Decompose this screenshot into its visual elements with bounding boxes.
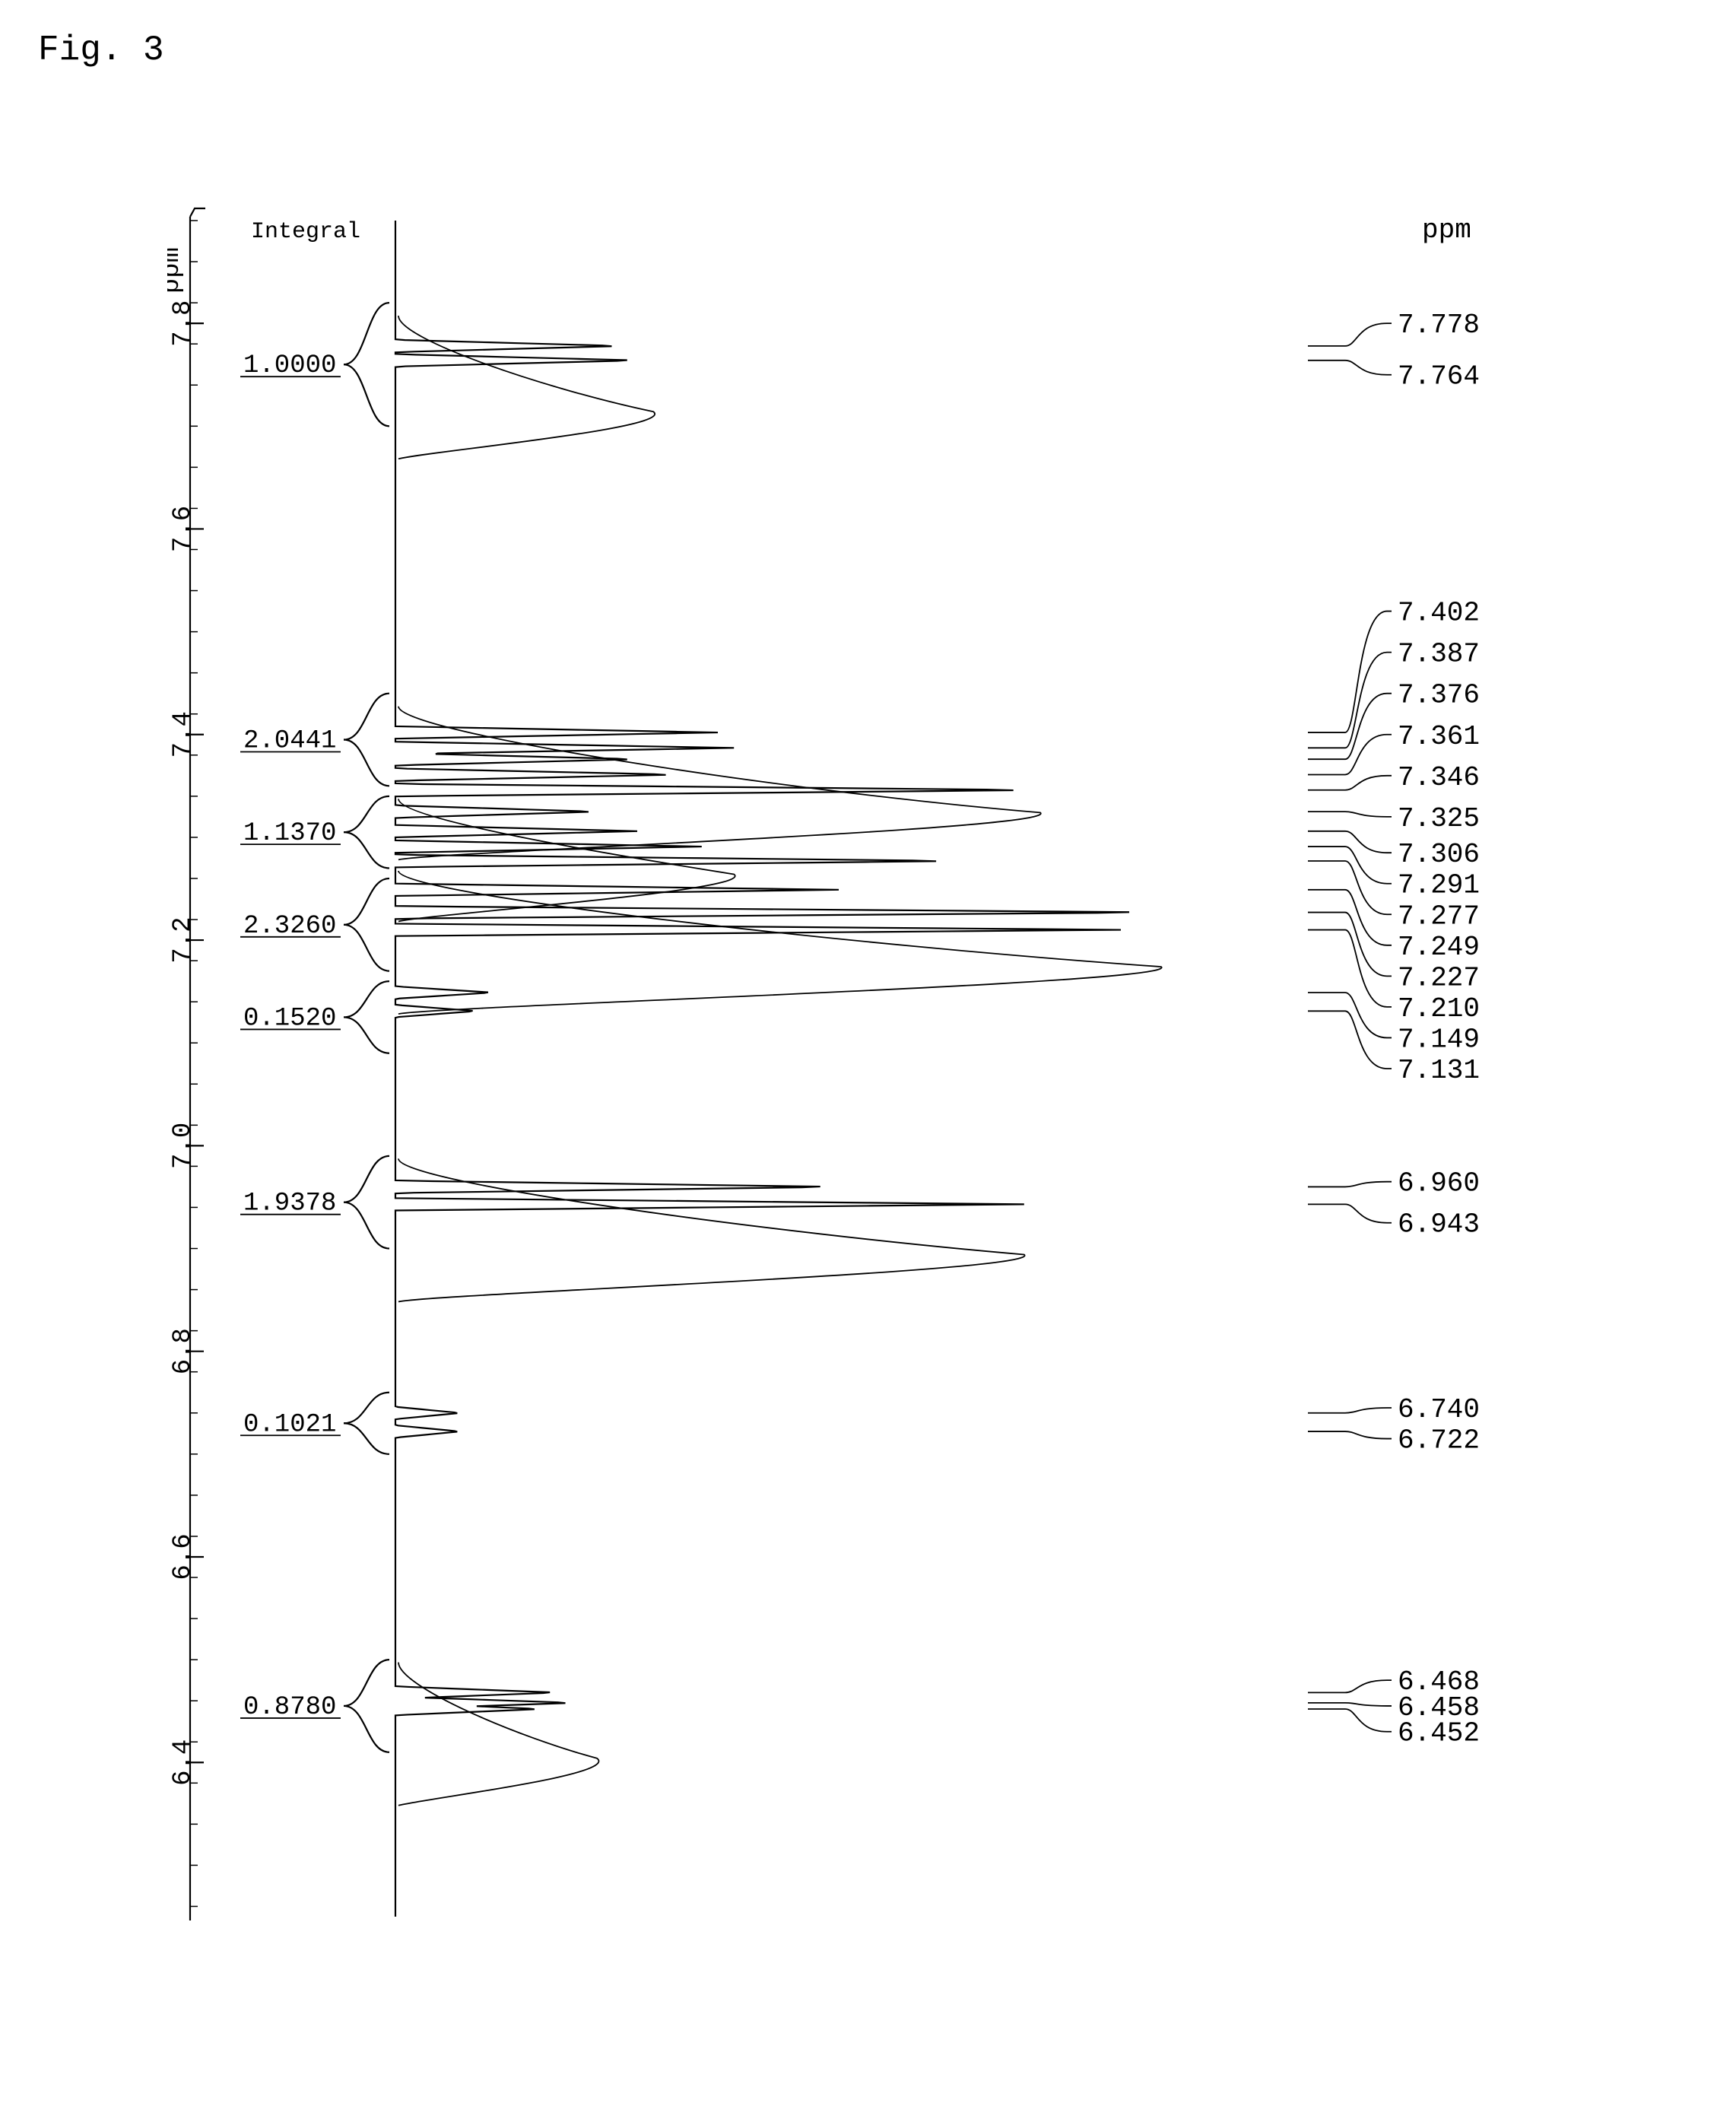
peak-ppm-value: 7.387 (1398, 639, 1480, 670)
ppm-axis-rot-label: ppm (167, 247, 186, 294)
peak-ppm-value: 7.325 (1398, 803, 1480, 834)
peak-ppm-value: 6.943 (1398, 1209, 1480, 1241)
peak-leader (1308, 1431, 1392, 1438)
peak-leader (1308, 323, 1392, 346)
integral-bracket-top (344, 878, 389, 925)
integral-bracket-bot (344, 1423, 389, 1454)
peak-ppm-value: 6.452 (1398, 1718, 1480, 1749)
peak-ppm-value: 7.277 (1398, 901, 1480, 932)
peak-ppm-value: 7.764 (1398, 361, 1480, 392)
integral-curve (398, 1158, 1025, 1301)
peak-ppm-value: 6.960 (1398, 1168, 1480, 1199)
peak-leader (1308, 1011, 1392, 1069)
peak-leader (1308, 1408, 1392, 1413)
integral-bracket-bot (344, 1017, 389, 1053)
integral-bracket-top (344, 303, 389, 364)
integral-bracket-bot (344, 364, 389, 426)
integral-bracket-top (344, 1393, 389, 1424)
integral-bracket-top (344, 796, 389, 832)
axis-top-hook (190, 208, 205, 217)
integral-curve (398, 707, 1041, 860)
integral-bracket-top (344, 1156, 389, 1202)
integral-bracket-top (344, 1660, 389, 1706)
integral-curve (398, 316, 655, 459)
integral-bracket-bot (344, 740, 389, 786)
integral-bracket-bot (344, 1706, 389, 1752)
integral-curve (398, 1663, 598, 1806)
axis-tick-label: 7.0 (169, 1123, 198, 1169)
integral-bracket-top (344, 981, 389, 1017)
integral-header: Integral (251, 219, 360, 245)
peak-ppm-value: 7.361 (1398, 721, 1480, 752)
peak-ppm-value: 6.722 (1398, 1425, 1480, 1457)
peak-ppm-value: 7.306 (1398, 839, 1480, 870)
integral-bracket-top (344, 694, 389, 740)
axis-tick-label: 7.4 (169, 711, 198, 758)
nmr-plot: ppm7.87.67.47.27.06.86.66.4Integral1.000… (167, 205, 1589, 1932)
axis-tick-label: 6.8 (169, 1328, 198, 1374)
nmr-svg: ppm7.87.67.47.27.06.86.66.4Integral1.000… (167, 205, 1589, 1932)
peak-leader (1308, 1709, 1392, 1732)
axis-tick-label: 7.2 (169, 916, 198, 963)
peak-leader (1308, 653, 1392, 748)
peak-ppm-value: 7.778 (1398, 310, 1480, 341)
peak-ppm-value: 7.346 (1398, 762, 1480, 793)
peak-leader (1308, 361, 1392, 375)
peak-leader (1308, 1182, 1392, 1187)
axis-tick-label: 6.6 (169, 1533, 198, 1580)
peak-leader (1308, 1680, 1392, 1692)
peak-ppm-value: 7.149 (1398, 1024, 1480, 1055)
peak-leader (1308, 1703, 1392, 1706)
integral-curve (398, 799, 735, 921)
integral-curve (398, 871, 1162, 1014)
spectrum-trace (395, 221, 1129, 1917)
peak-ppm-value: 7.210 (1398, 993, 1480, 1024)
peak-leader (1308, 1204, 1392, 1222)
peak-ppm-value: 7.131 (1398, 1055, 1480, 1086)
peak-leader (1308, 776, 1392, 790)
axis-tick-label: 6.4 (169, 1739, 198, 1786)
peak-ppm-value: 7.249 (1398, 932, 1480, 963)
peak-leader (1308, 612, 1392, 732)
peak-ppm-value: 7.291 (1398, 870, 1480, 901)
integral-bracket-bot (344, 832, 389, 868)
axis-tick-label: 7.6 (169, 506, 198, 552)
figure-label: Fig. 3 (38, 30, 164, 70)
peak-leader (1308, 890, 1392, 945)
integral-bracket-bot (344, 925, 389, 971)
peaklist-header: ppm (1422, 214, 1471, 246)
axis-tick-label: 7.8 (169, 300, 198, 347)
integral-bracket-bot (344, 1202, 389, 1249)
peak-ppm-value: 7.402 (1398, 598, 1480, 629)
peak-leader (1308, 812, 1392, 817)
peak-ppm-value: 6.740 (1398, 1394, 1480, 1425)
peak-ppm-value: 7.376 (1398, 680, 1480, 711)
peak-leader (1308, 861, 1392, 914)
peak-ppm-value: 7.227 (1398, 962, 1480, 993)
